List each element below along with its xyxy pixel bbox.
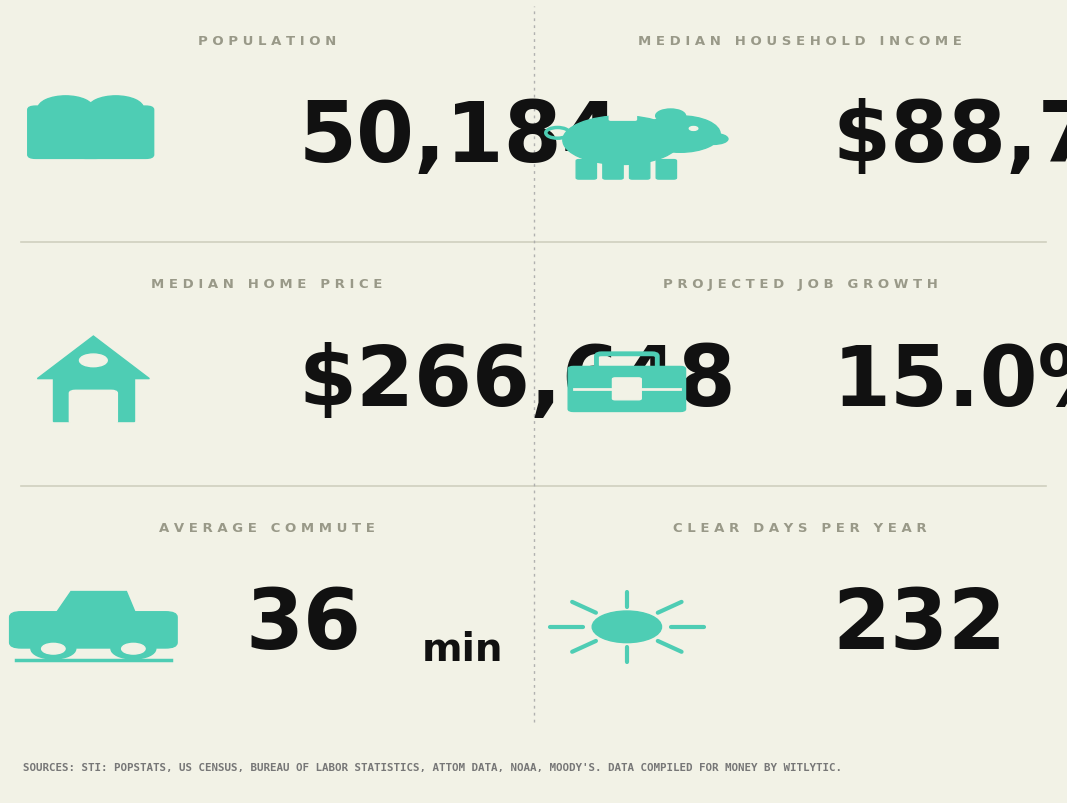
- FancyBboxPatch shape: [630, 161, 650, 180]
- FancyBboxPatch shape: [603, 161, 623, 180]
- Text: 36: 36: [245, 584, 362, 665]
- FancyBboxPatch shape: [568, 367, 686, 412]
- Polygon shape: [37, 336, 149, 379]
- Text: 232: 232: [832, 584, 1006, 665]
- Ellipse shape: [563, 116, 681, 165]
- Text: P R O J E C T E D   J O B   G R O W T H: P R O J E C T E D J O B G R O W T H: [663, 278, 938, 291]
- Circle shape: [655, 110, 686, 124]
- Circle shape: [42, 643, 65, 654]
- Text: $266,648: $266,648: [299, 341, 736, 422]
- FancyBboxPatch shape: [78, 107, 154, 159]
- Circle shape: [122, 643, 145, 654]
- Text: C L E A R   D A Y S   P E R   Y E A R: C L E A R D A Y S P E R Y E A R: [673, 521, 927, 534]
- Text: P O P U L A T I O N: P O P U L A T I O N: [197, 35, 336, 48]
- FancyBboxPatch shape: [609, 116, 636, 121]
- Text: M E D I A N   H O U S E H O L D   I N C O M E: M E D I A N H O U S E H O L D I N C O M …: [638, 35, 962, 48]
- Text: A V E R A G E   C O M M U T E: A V E R A G E C O M M U T E: [159, 521, 375, 534]
- Circle shape: [31, 638, 76, 659]
- Circle shape: [592, 611, 662, 643]
- FancyBboxPatch shape: [28, 107, 103, 159]
- Circle shape: [640, 116, 720, 153]
- Text: M E D I A N   H O M E   P R I C E: M E D I A N H O M E P R I C E: [152, 278, 382, 291]
- FancyBboxPatch shape: [576, 161, 596, 180]
- Circle shape: [79, 355, 107, 367]
- Circle shape: [111, 638, 156, 659]
- Circle shape: [38, 96, 93, 122]
- Polygon shape: [53, 592, 137, 618]
- Ellipse shape: [699, 134, 728, 145]
- FancyBboxPatch shape: [612, 378, 641, 400]
- Text: $88,768: $88,768: [832, 98, 1067, 179]
- Circle shape: [689, 128, 698, 131]
- Circle shape: [87, 96, 143, 122]
- Text: SOURCES: STI: POPSTATS, US CENSUS, BUREAU OF LABOR STATISTICS, ATTOM DATA, NOAA,: SOURCES: STI: POPSTATS, US CENSUS, BUREA…: [23, 763, 843, 772]
- FancyBboxPatch shape: [53, 378, 134, 422]
- FancyBboxPatch shape: [656, 161, 676, 180]
- Text: min: min: [421, 630, 503, 668]
- FancyBboxPatch shape: [69, 391, 117, 425]
- Text: 50,184: 50,184: [299, 98, 620, 179]
- Text: 15.0%: 15.0%: [832, 341, 1067, 422]
- FancyBboxPatch shape: [10, 612, 177, 648]
